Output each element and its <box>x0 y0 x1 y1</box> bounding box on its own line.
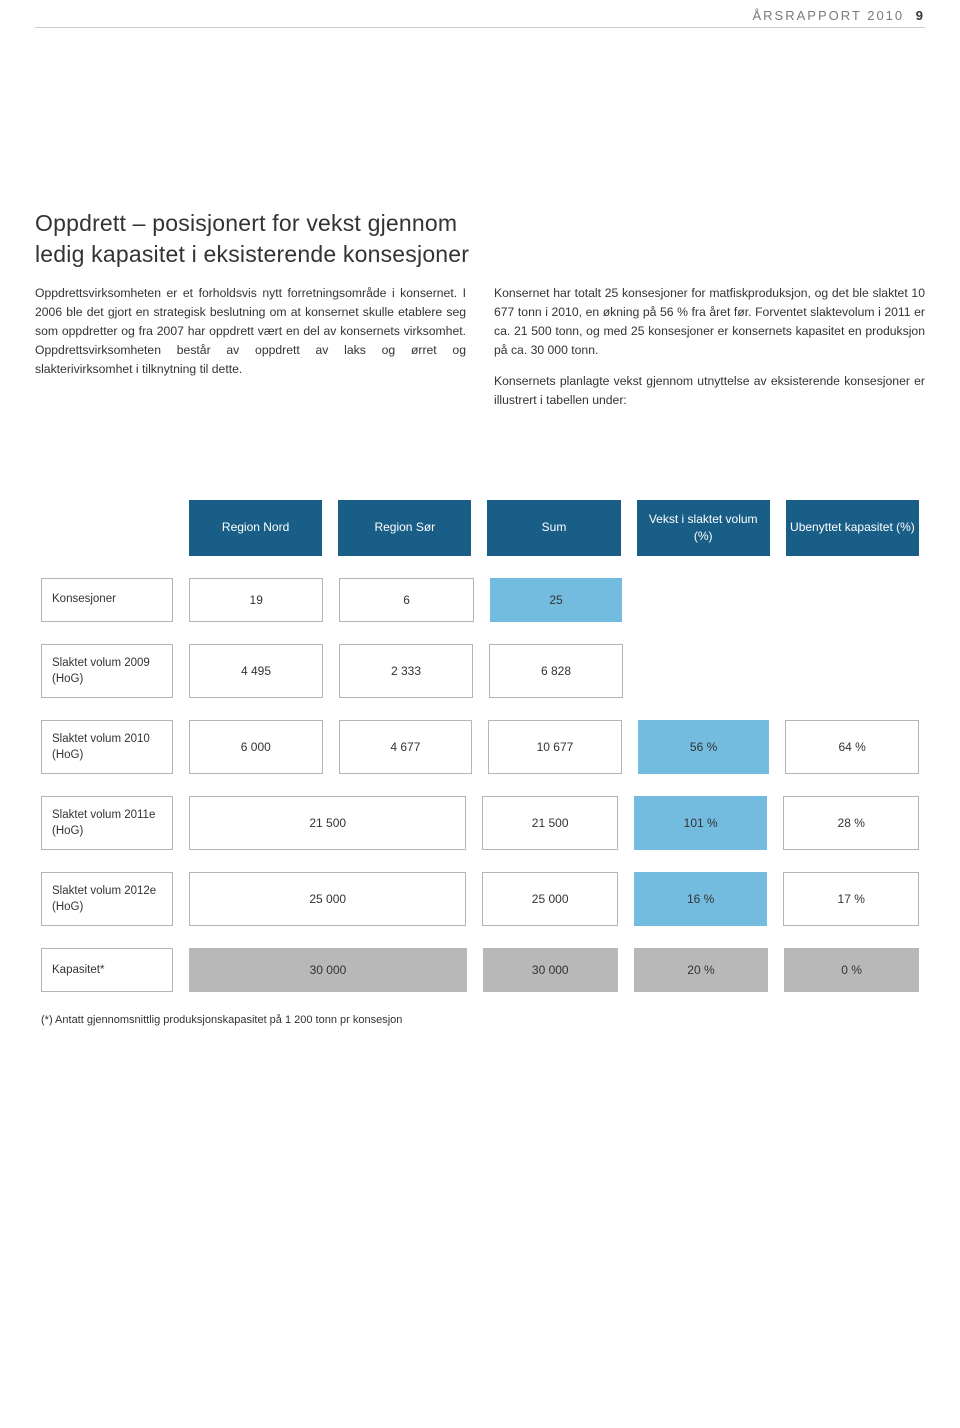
table-footnote: (*) Antatt gjennomsnittlig produksjonska… <box>35 1014 925 1026</box>
report-title: ÅRSRAPPORT 2010 <box>753 8 905 23</box>
body-paragraph: Konsernet har totalt 25 konsesjoner for … <box>494 284 925 360</box>
table-cell: 17 % <box>783 872 919 926</box>
table-cell <box>787 578 919 622</box>
table-cell <box>638 578 770 622</box>
table-row: Slaktet volum 2011e (HoG) 21 500 21 500 101… <box>41 796 919 850</box>
table-row-label: Slaktet volum 2011e (HoG) <box>41 796 173 850</box>
table-cell: 4 677 <box>339 720 473 774</box>
table-cell: 21 500 <box>189 796 466 850</box>
table-cell: 28 % <box>783 796 919 850</box>
table-cell: 6 000 <box>189 720 323 774</box>
table-cell <box>639 644 771 698</box>
table-row: Slaktet volum 2012e (HoG) 25 000 25 000 16 … <box>41 872 919 926</box>
table-row-label: Slaktet volum 2009 (HoG) <box>41 644 173 698</box>
table-cell: 19 <box>189 578 323 622</box>
table-cell: 6 <box>339 578 473 622</box>
section-heading: Oppdrett – posisjonert for vekst gjennom… <box>35 208 475 270</box>
table-header-cell: Region Sør <box>338 500 471 556</box>
page-number: 9 <box>916 8 925 23</box>
table-cell: 25 <box>490 578 622 622</box>
table-row-label: Slaktet volum 2010 (HoG) <box>41 720 173 774</box>
table-cell: 64 % <box>785 720 919 774</box>
table-row: Slaktet volum 2009 (HoG) 4 495 2 333 6 828 <box>41 644 919 698</box>
table-row: Slaktet volum 2010 (HoG) 6 000 4 677 10 677… <box>41 720 919 774</box>
body-paragraph: Konsernets planlagte vekst gjennom utnyt… <box>494 372 925 410</box>
table-cell: 20 % <box>634 948 769 992</box>
body-right-column: Konsernet har totalt 25 konsesjoner for … <box>494 284 925 409</box>
table-cell: 0 % <box>784 948 919 992</box>
table-cell: 101 % <box>634 796 768 850</box>
table-row-label: Kapasitet* <box>41 948 173 992</box>
table-cell: 30 000 <box>483 948 618 992</box>
table-header-cell: Ubenyttet kapasitet (%) <box>786 500 919 556</box>
table-cell: 30 000 <box>189 948 467 992</box>
table-cell: 10 677 <box>488 720 622 774</box>
table-cell: 25 000 <box>482 872 618 926</box>
body-left-column: Oppdrettsvirksomheten er et forholdsvis … <box>35 284 466 409</box>
table-row-label: Slaktet volum 2012e (HoG) <box>41 872 173 926</box>
data-table: Region Nord Region Sør Sum Vekst i slaktet … <box>35 500 925 993</box>
table-row: Kapasitet* 30 000 30 000 20 % 0 % <box>41 948 919 992</box>
table-header-label-blank <box>41 500 173 556</box>
table-cell: 56 % <box>638 720 770 774</box>
body-columns: Oppdrettsvirksomheten er et forholdsvis … <box>35 284 925 409</box>
table-header-row: Region Nord Region Sør Sum Vekst i slaktet … <box>41 500 919 556</box>
table-row-label: Konsesjoner <box>41 578 173 622</box>
table-cell: 25 000 <box>189 872 466 926</box>
page-header: ÅRSRAPPORT 2010 9 <box>0 0 960 27</box>
table-cell <box>787 644 919 698</box>
table-header-cell: Vekst i slaktet volum (%) <box>637 500 770 556</box>
table-header-cell: Sum <box>487 500 620 556</box>
table-cell: 6 828 <box>489 644 623 698</box>
table-row: Konsesjoner 19 6 25 <box>41 578 919 622</box>
header-rule <box>35 27 925 28</box>
table-cell: 21 500 <box>482 796 618 850</box>
table-header-cell: Region Nord <box>189 500 322 556</box>
table-cell: 2 333 <box>339 644 473 698</box>
table-cell: 4 495 <box>189 644 323 698</box>
table-cell: 16 % <box>634 872 768 926</box>
